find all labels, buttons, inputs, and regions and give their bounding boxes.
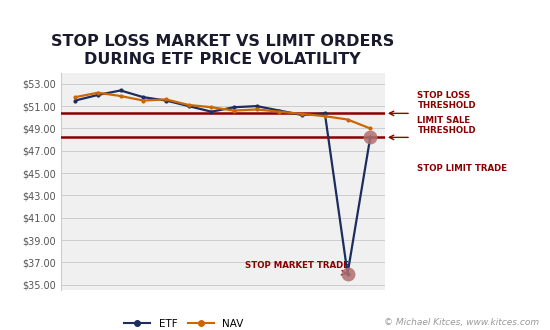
ETF: [231, 105, 238, 109]
ETF: [117, 88, 124, 92]
ETF: [299, 113, 305, 117]
ETF: [163, 99, 169, 103]
NAV: [95, 91, 101, 95]
ETF: [367, 135, 373, 139]
NAV: [140, 99, 147, 103]
NAV: [185, 103, 192, 107]
Text: STOP MARKET TRADE: STOP MARKET TRADE: [245, 261, 349, 275]
ETF: [344, 272, 351, 276]
ETF: [185, 104, 192, 108]
NAV: [208, 105, 214, 109]
NAV: [276, 110, 283, 114]
Line: NAV: NAV: [74, 91, 372, 130]
NAV: [367, 126, 373, 130]
ETF: [322, 112, 328, 115]
ETF: [140, 95, 147, 99]
NAV: [231, 109, 238, 113]
NAV: [299, 112, 305, 116]
NAV: [254, 108, 260, 112]
ETF: [72, 99, 79, 103]
ETF: [276, 109, 283, 113]
Text: © Michael Kitces, www.kitces.com: © Michael Kitces, www.kitces.com: [384, 318, 539, 327]
ETF: [254, 104, 260, 108]
Line: ETF: ETF: [74, 89, 372, 275]
ETF: [95, 93, 101, 97]
Text: LIMIT SALE
THRESHOLD: LIMIT SALE THRESHOLD: [417, 116, 476, 135]
NAV: [72, 95, 79, 99]
Text: STOP LOSS
THRESHOLD: STOP LOSS THRESHOLD: [417, 91, 476, 110]
NAV: [163, 97, 169, 101]
NAV: [117, 94, 124, 98]
Text: STOP LIMIT TRADE: STOP LIMIT TRADE: [417, 164, 508, 173]
Title: STOP LOSS MARKET VS LIMIT ORDERS
DURING ETF PRICE VOLATILITY: STOP LOSS MARKET VS LIMIT ORDERS DURING …: [51, 34, 394, 67]
NAV: [322, 114, 328, 118]
Legend: ETF, NAV: ETF, NAV: [120, 315, 248, 330]
ETF: [208, 110, 214, 114]
NAV: [344, 117, 351, 121]
